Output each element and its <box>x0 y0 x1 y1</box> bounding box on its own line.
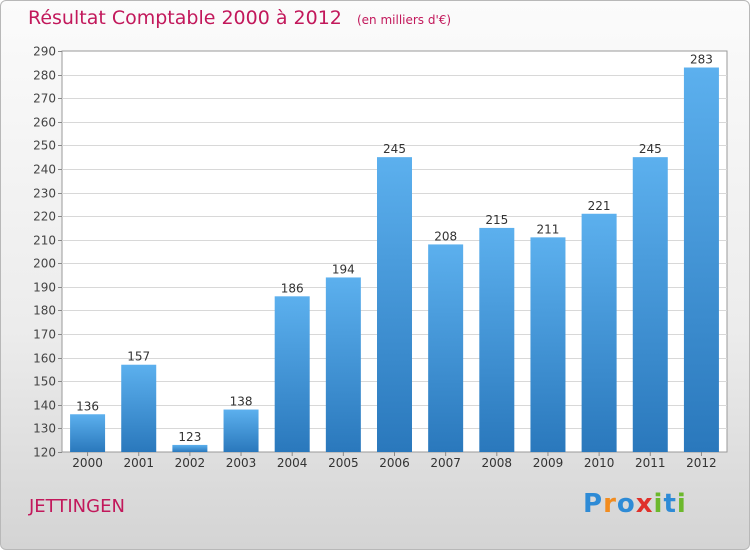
bars: 136 157 123 138 186 194 245 208 215 211 221 245 283 <box>70 53 719 452</box>
chart-subtitle: (en milliers d'€) <box>356 13 452 27</box>
y-tick-label: 140 <box>33 399 56 413</box>
x-tick-label: 2001 <box>123 456 154 470</box>
y-tick-label: 120 <box>33 446 56 460</box>
x-tick-label: 2008 <box>482 456 513 470</box>
x-axis: 2000 2001 2002 2003 2004 2005 2006 2007 2008 2009… <box>72 452 717 470</box>
y-tick-label: 160 <box>33 352 56 366</box>
logo-letter: r <box>603 489 617 519</box>
y-tick-label: 290 <box>33 45 56 59</box>
bar <box>632 157 668 452</box>
logo-letter: i <box>676 489 687 519</box>
y-tick-label: 150 <box>33 375 56 389</box>
data-label: 208 <box>434 229 457 243</box>
y-tick-label: 200 <box>33 257 56 271</box>
x-tick-label: 2000 <box>72 456 103 470</box>
bar <box>428 244 464 452</box>
bar <box>325 277 361 452</box>
bar <box>530 237 566 452</box>
x-tick-label: 2005 <box>328 456 359 470</box>
data-label: 194 <box>332 262 355 276</box>
bar <box>581 213 617 452</box>
logo-letter: i <box>653 489 664 519</box>
bar <box>70 414 106 452</box>
y-tick-label: 230 <box>33 187 56 201</box>
bar <box>172 444 208 452</box>
x-tick-label: 2009 <box>533 456 564 470</box>
data-label: 138 <box>230 395 253 409</box>
town-name: JETTINGEN <box>29 496 125 517</box>
y-tick-label: 220 <box>33 210 56 224</box>
data-label: 215 <box>485 213 508 227</box>
bar <box>683 67 719 452</box>
y-tick-label: 190 <box>33 281 56 295</box>
x-tick-label: 2010 <box>584 456 615 470</box>
x-tick-label: 2004 <box>277 456 308 470</box>
data-label: 283 <box>690 53 713 67</box>
data-label: 211 <box>537 222 560 236</box>
data-label: 221 <box>588 199 611 213</box>
proxiti-logo[interactable]: Proxiti <box>583 489 687 519</box>
y-tick-label: 250 <box>33 139 56 153</box>
chart-title: Résultat Comptable 2000 à 2012 <box>28 7 342 29</box>
title-row: Résultat Comptable 2000 à 2012 (en milli… <box>28 7 451 29</box>
y-tick-label: 170 <box>33 328 56 342</box>
x-tick-label: 2003 <box>226 456 257 470</box>
data-label: 136 <box>76 399 99 413</box>
data-label: 186 <box>281 281 304 295</box>
x-tick-label: 2002 <box>175 456 206 470</box>
data-label: 157 <box>127 350 150 364</box>
x-tick-label: 2006 <box>379 456 410 470</box>
data-label: 245 <box>383 142 406 156</box>
y-axis: 120 130 140 150 160 170 180 190 200 210 220 230 240 2… <box>33 45 62 460</box>
logo-letter: x <box>635 489 654 519</box>
y-tick-label: 260 <box>33 116 56 130</box>
data-label: 245 <box>639 142 662 156</box>
logo-letter: t <box>663 489 677 519</box>
y-tick-label: 280 <box>33 69 56 83</box>
bar <box>274 296 310 452</box>
y-tick-label: 240 <box>33 163 56 177</box>
y-tick-label: 210 <box>33 234 56 248</box>
logo-letter: o <box>616 489 636 519</box>
bar <box>223 409 259 452</box>
data-label: 123 <box>178 430 201 444</box>
x-tick-label: 2011 <box>635 456 666 470</box>
bar <box>377 157 412 452</box>
y-tick-label: 180 <box>33 304 56 318</box>
y-tick-label: 270 <box>33 92 56 106</box>
y-tick-label: 130 <box>33 422 56 436</box>
logo-letter: P <box>583 489 604 519</box>
bar <box>479 227 515 452</box>
x-tick-label: 2012 <box>686 456 717 470</box>
bar <box>121 364 157 452</box>
x-tick-label: 2007 <box>430 456 461 470</box>
